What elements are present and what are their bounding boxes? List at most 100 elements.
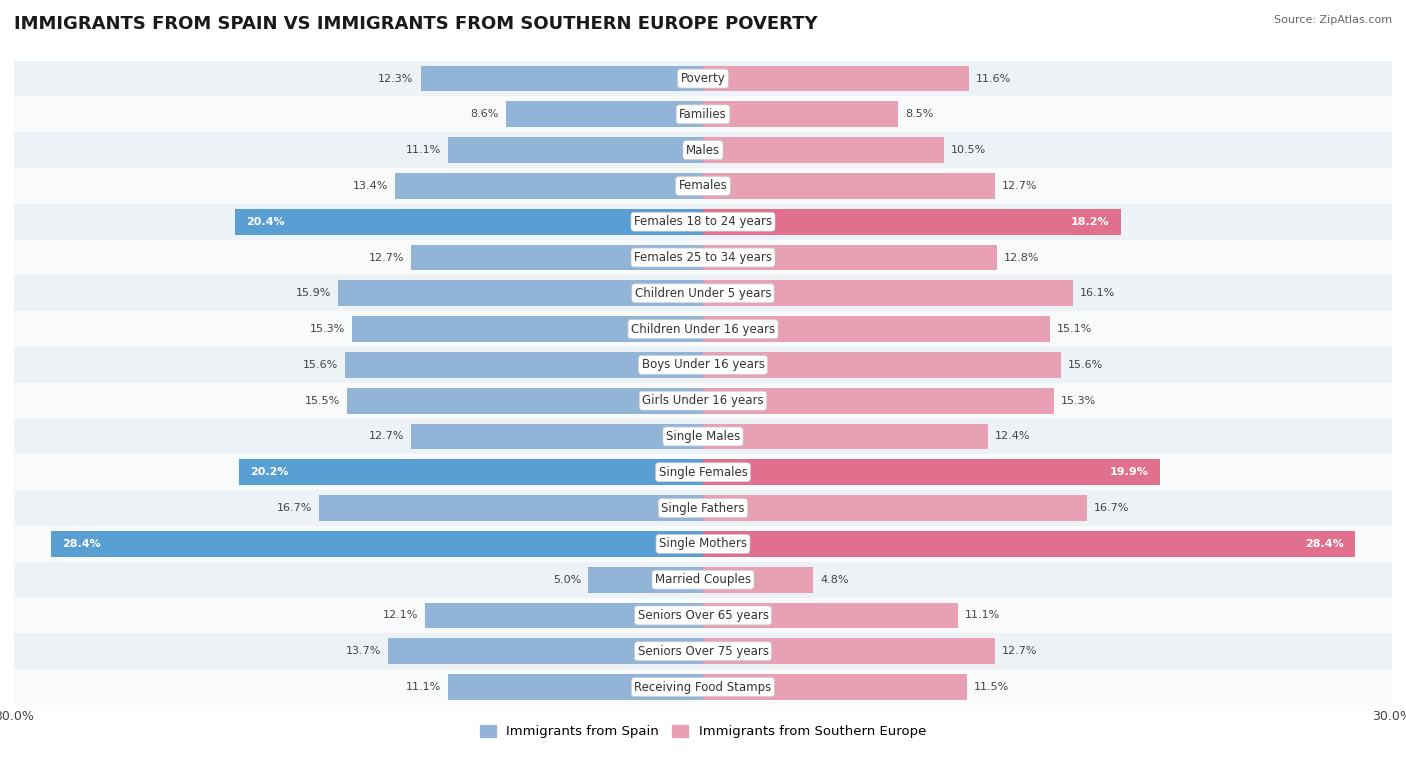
Text: 19.9%: 19.9% <box>1109 467 1149 478</box>
Bar <box>703 66 969 92</box>
Text: 15.3%: 15.3% <box>309 324 344 334</box>
Text: 28.4%: 28.4% <box>62 539 101 549</box>
Bar <box>703 280 1073 306</box>
Text: IMMIGRANTS FROM SPAIN VS IMMIGRANTS FROM SOUTHERN EUROPE POVERTY: IMMIGRANTS FROM SPAIN VS IMMIGRANTS FROM… <box>14 15 818 33</box>
Bar <box>14 347 1392 383</box>
Text: 11.1%: 11.1% <box>406 682 441 692</box>
Bar <box>14 562 1392 597</box>
Bar <box>703 352 1062 377</box>
Bar <box>14 96 1392 132</box>
Bar <box>239 459 703 485</box>
Text: Single Fathers: Single Fathers <box>661 502 745 515</box>
Bar <box>14 61 1392 96</box>
Text: Children Under 5 years: Children Under 5 years <box>634 287 772 300</box>
Text: 15.9%: 15.9% <box>295 288 330 299</box>
Bar <box>703 173 994 199</box>
Text: 11.1%: 11.1% <box>965 610 1000 621</box>
Text: 16.1%: 16.1% <box>1080 288 1115 299</box>
Text: 11.6%: 11.6% <box>976 74 1011 83</box>
Text: 12.8%: 12.8% <box>1004 252 1039 262</box>
Bar <box>703 638 994 664</box>
Text: 18.2%: 18.2% <box>1071 217 1109 227</box>
Bar <box>352 316 703 342</box>
Bar <box>14 634 1392 669</box>
Text: 11.1%: 11.1% <box>406 145 441 155</box>
Bar <box>14 490 1392 526</box>
Bar <box>14 526 1392 562</box>
Text: 11.5%: 11.5% <box>974 682 1010 692</box>
Bar <box>395 173 703 199</box>
Text: Boys Under 16 years: Boys Under 16 years <box>641 359 765 371</box>
Bar <box>703 245 997 271</box>
Bar <box>703 208 1121 235</box>
Bar <box>412 245 703 271</box>
Text: 13.7%: 13.7% <box>346 647 381 656</box>
Bar <box>347 388 703 414</box>
Text: 5.0%: 5.0% <box>553 575 581 584</box>
Bar <box>425 603 703 628</box>
Text: 10.5%: 10.5% <box>950 145 986 155</box>
Text: Females 25 to 34 years: Females 25 to 34 years <box>634 251 772 264</box>
Bar <box>449 137 703 163</box>
Bar <box>703 603 957 628</box>
Bar <box>235 208 703 235</box>
Text: 12.7%: 12.7% <box>1001 181 1038 191</box>
Text: 20.4%: 20.4% <box>246 217 284 227</box>
Bar <box>14 418 1392 454</box>
Text: Males: Males <box>686 143 720 157</box>
Text: Single Males: Single Males <box>666 430 740 443</box>
Bar <box>703 424 988 449</box>
Bar <box>703 459 1160 485</box>
Legend: Immigrants from Spain, Immigrants from Southern Europe: Immigrants from Spain, Immigrants from S… <box>475 719 931 744</box>
Text: Receiving Food Stamps: Receiving Food Stamps <box>634 681 772 694</box>
Bar <box>14 240 1392 275</box>
Text: Poverty: Poverty <box>681 72 725 85</box>
Bar <box>588 567 703 593</box>
Bar <box>14 204 1392 240</box>
Text: Single Females: Single Females <box>658 465 748 479</box>
Text: Females 18 to 24 years: Females 18 to 24 years <box>634 215 772 228</box>
Bar <box>14 597 1392 634</box>
Text: 15.3%: 15.3% <box>1062 396 1097 406</box>
Bar <box>14 168 1392 204</box>
Bar <box>703 495 1087 521</box>
Bar <box>388 638 703 664</box>
Text: 15.5%: 15.5% <box>305 396 340 406</box>
Text: 20.2%: 20.2% <box>250 467 290 478</box>
Text: 16.7%: 16.7% <box>277 503 312 513</box>
Bar <box>344 352 703 377</box>
Bar <box>412 424 703 449</box>
Text: 16.7%: 16.7% <box>1094 503 1129 513</box>
Bar <box>703 531 1355 556</box>
Bar <box>337 280 703 306</box>
Text: Seniors Over 65 years: Seniors Over 65 years <box>637 609 769 622</box>
Bar <box>703 316 1050 342</box>
Text: 15.6%: 15.6% <box>1069 360 1104 370</box>
Text: 4.8%: 4.8% <box>820 575 849 584</box>
Bar <box>703 137 945 163</box>
Text: 15.6%: 15.6% <box>302 360 337 370</box>
Text: Girls Under 16 years: Girls Under 16 years <box>643 394 763 407</box>
Text: 8.6%: 8.6% <box>470 109 499 119</box>
Text: 12.7%: 12.7% <box>1001 647 1038 656</box>
Text: 12.4%: 12.4% <box>994 431 1031 441</box>
Bar <box>14 132 1392 168</box>
Text: Seniors Over 75 years: Seniors Over 75 years <box>637 645 769 658</box>
Bar <box>14 312 1392 347</box>
Text: 15.1%: 15.1% <box>1057 324 1092 334</box>
Text: 13.4%: 13.4% <box>353 181 388 191</box>
Bar <box>14 454 1392 490</box>
Bar <box>14 275 1392 312</box>
Text: 28.4%: 28.4% <box>1305 539 1344 549</box>
Bar <box>14 383 1392 418</box>
Text: Source: ZipAtlas.com: Source: ZipAtlas.com <box>1274 15 1392 25</box>
Text: 12.3%: 12.3% <box>378 74 413 83</box>
Bar <box>703 388 1054 414</box>
Text: Children Under 16 years: Children Under 16 years <box>631 323 775 336</box>
Bar <box>14 669 1392 705</box>
Text: 8.5%: 8.5% <box>905 109 934 119</box>
Text: Females: Females <box>679 180 727 193</box>
Text: Single Mothers: Single Mothers <box>659 537 747 550</box>
Bar <box>420 66 703 92</box>
Bar <box>506 102 703 127</box>
